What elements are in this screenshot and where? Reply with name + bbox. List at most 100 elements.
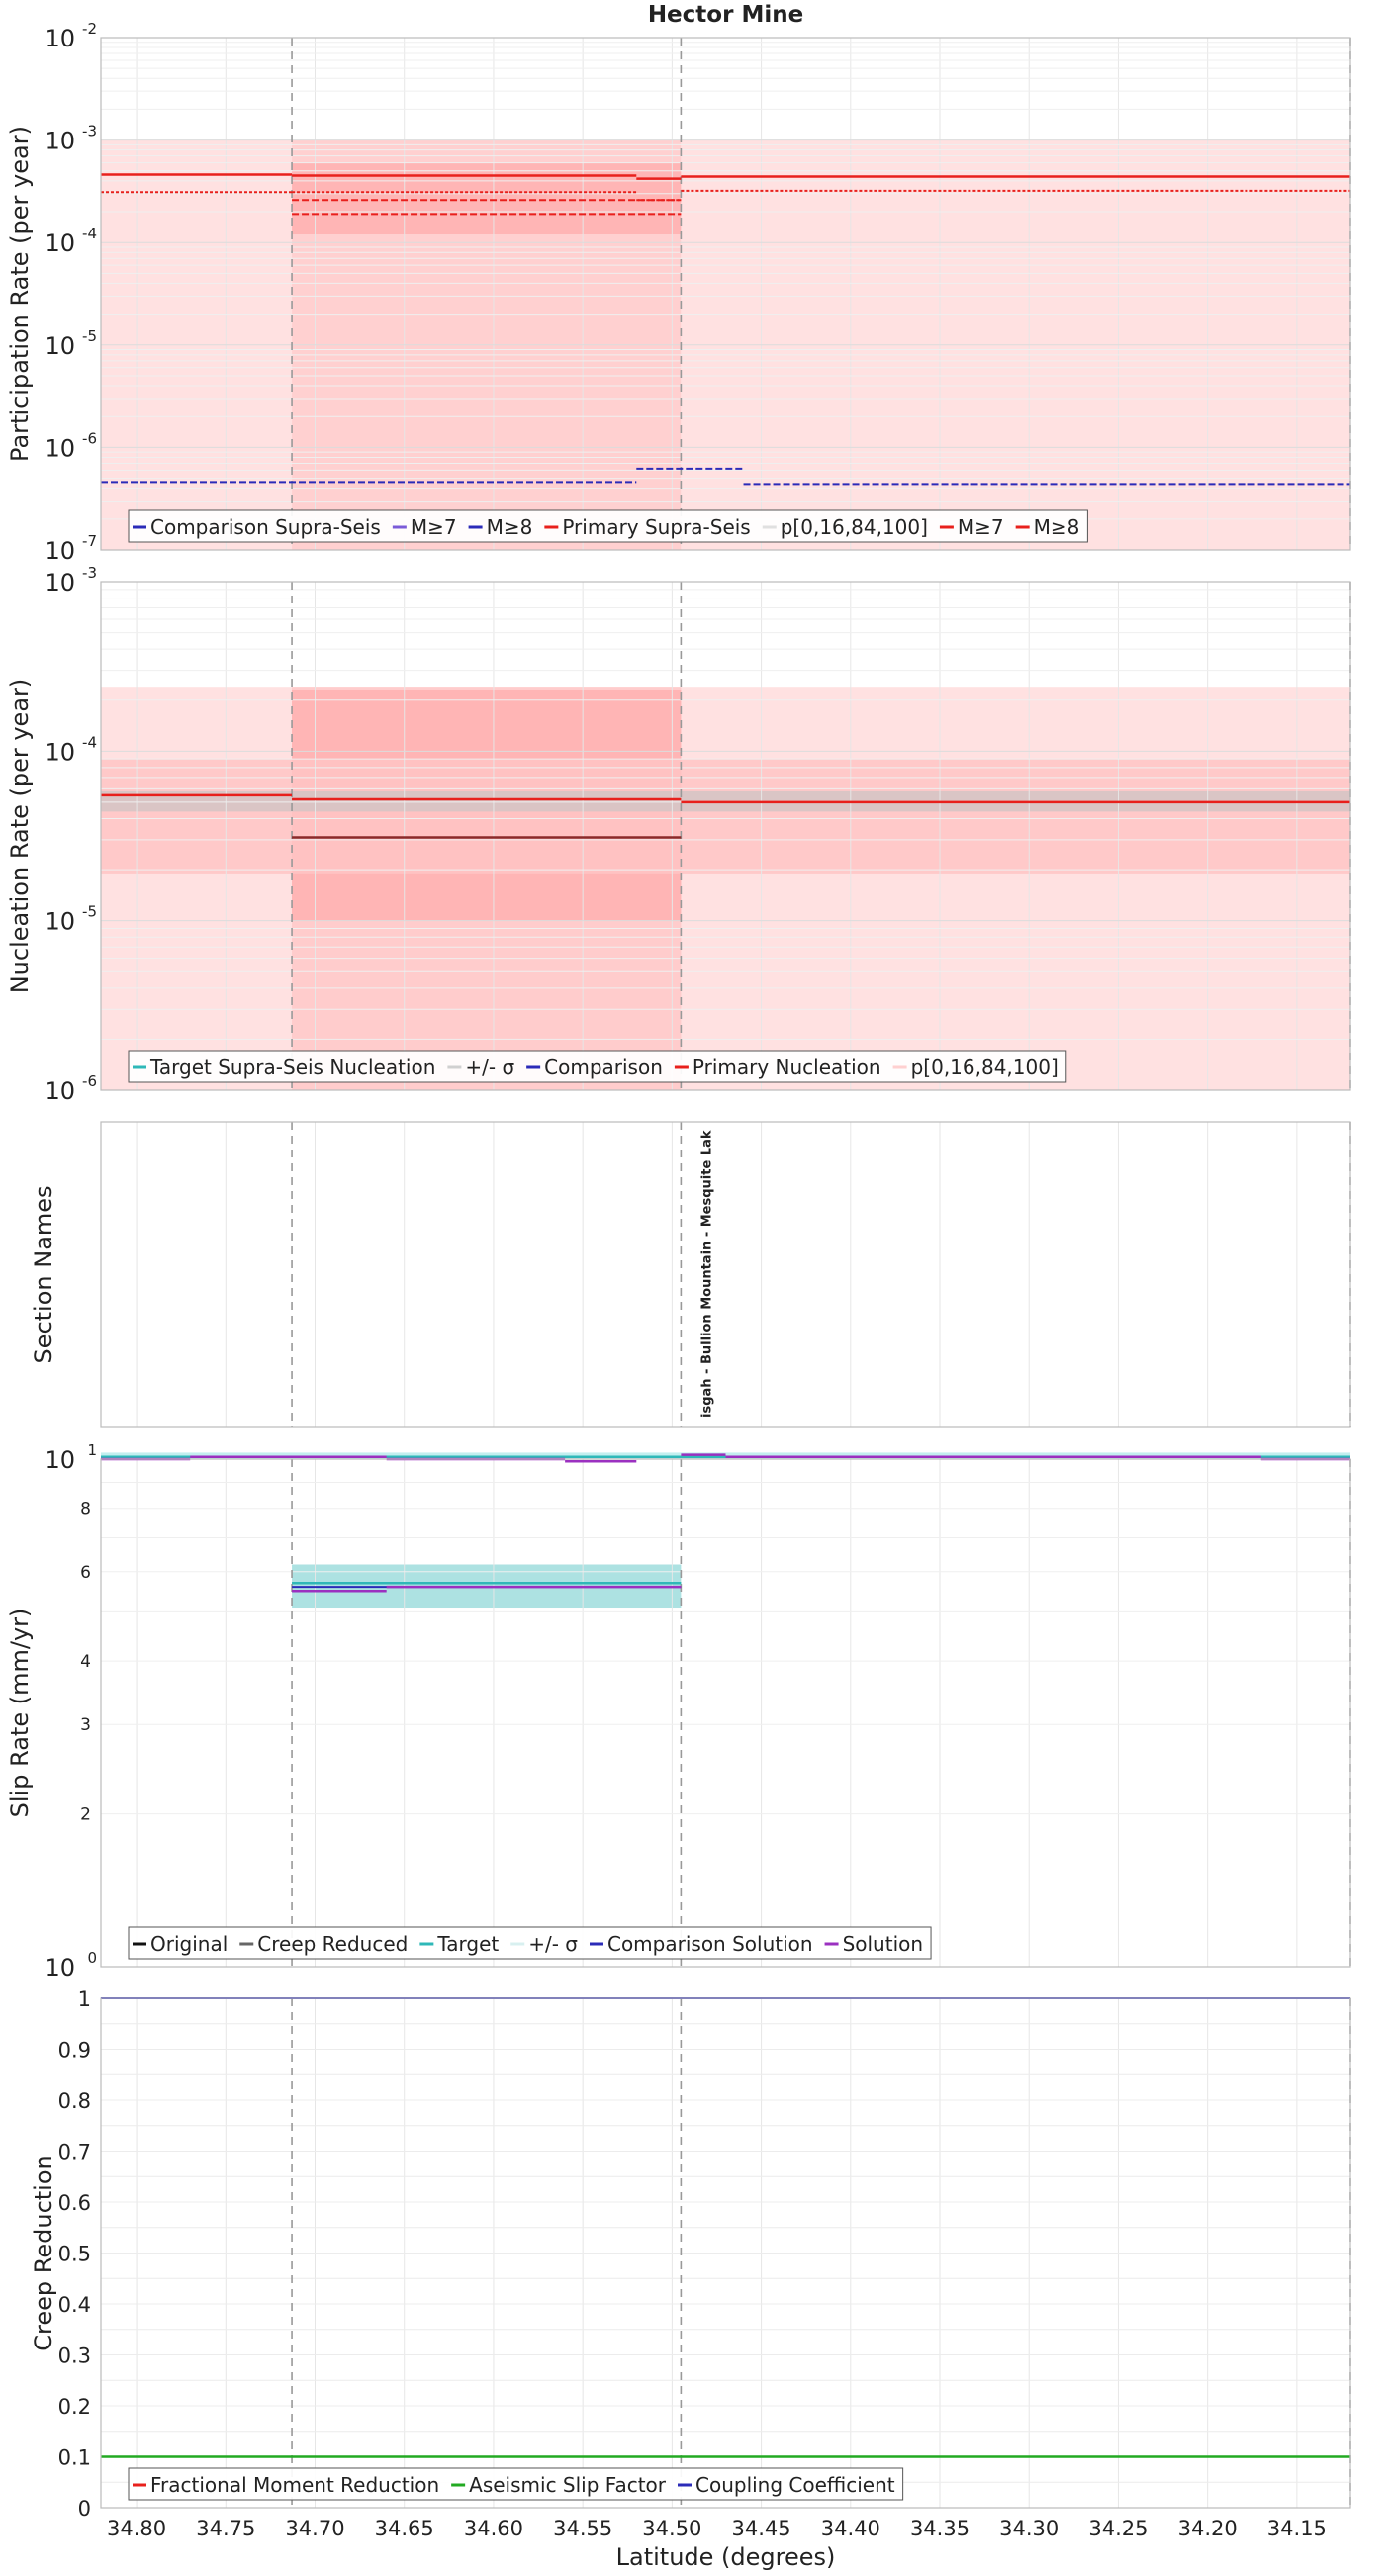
creep-ytick-label: 0.2 — [58, 2395, 91, 2419]
slip-legend-label: +/- σ — [528, 1932, 578, 1956]
participation-band-2 — [292, 162, 682, 234]
section-name-label: isgah - Bullion Mountain - Mesquite Lak — [699, 1130, 714, 1418]
slip-frame — [100, 1458, 1351, 1968]
slip-minor-tick-label: 8 — [80, 1500, 91, 1519]
xtick-label: 34.60 — [464, 2517, 523, 2540]
slip-minor-tick-label: 6 — [80, 1563, 91, 1583]
creep-legend-label: Aseismic Slip Factor — [469, 2473, 667, 2497]
nucleation-legend-label: p[0,16,84,100] — [911, 1056, 1059, 1079]
nucleation-frame — [100, 581, 1351, 1091]
participation-ytick-exponent: -6 — [82, 429, 97, 447]
creep-ytick-label: 0.6 — [58, 2191, 91, 2215]
participation-ytick-exponent: -7 — [82, 532, 97, 550]
nucleation-legend: Target Supra-Seis Nucleation +/- σ Compari… — [128, 1050, 1067, 1083]
participation-legend-label: M≥7 — [958, 515, 1004, 539]
participation-legend: Comparison Supra-Seis M≥7 M≥8 Primary Supra… — [128, 509, 1088, 543]
nucleation-legend-label: +/- σ — [465, 1056, 514, 1079]
participation-ytick-exponent: -2 — [82, 20, 97, 38]
creep-legend-label: Fractional Moment Reduction — [150, 2473, 439, 2497]
participation-legend-label: p[0,16,84,100] — [781, 515, 928, 539]
participation-legend-label: M≥7 — [411, 515, 457, 539]
slip-legend-label: Comparison Solution — [607, 1932, 813, 1956]
nucleation-band-0 — [101, 687, 1350, 1090]
nucleation-ytick-exponent: -6 — [82, 1072, 97, 1090]
xtick-label: 34.15 — [1267, 2517, 1327, 2540]
creep-ytick-label: 0.8 — [58, 2089, 91, 2113]
slip-ytick-label: 10 — [45, 1446, 75, 1474]
participation-ytick-exponent: -5 — [82, 327, 97, 345]
creep-panel: 0 0.1 0.2 0.3 0.4 0.5 0.6 0.7 0.8 0.9 1 Creep Reduc… — [30, 1987, 1351, 2521]
slip-plot-area — [101, 1459, 1350, 1967]
slip-ytick-exponent: 0 — [87, 1949, 97, 1967]
participation-ytick-label: 10 — [45, 434, 75, 462]
creep-ytick-label: 0.7 — [58, 2141, 91, 2164]
nucleation-band-3 — [101, 759, 1350, 874]
creep-legend: Fractional Moment Reduction Aseismic Slip… — [128, 2467, 904, 2501]
participation-ytick-label: 10 — [45, 230, 75, 257]
nucleation-ytick-label: 10 — [45, 1077, 75, 1105]
creep-ytick-label: 1 — [78, 1987, 91, 2011]
participation-legend-label: M≥8 — [1034, 515, 1080, 539]
nucleation-legend-frame — [128, 1050, 1067, 1083]
nucleation-ytick-label: 10 — [45, 738, 75, 766]
nucleation-ytick-exponent: -5 — [82, 903, 97, 921]
xtick-label: 34.80 — [107, 2517, 166, 2540]
xtick-label: 34.70 — [285, 2517, 344, 2540]
slip-ytick-exponent: 1 — [87, 1441, 97, 1459]
xtick-label: 34.35 — [910, 2517, 970, 2540]
nucleation-ytick-label: 10 — [45, 569, 75, 597]
slip-legend-label: Original — [150, 1932, 228, 1956]
participation-panel: 10 -7 10 -6 10 -5 10 -4 10 -3 10 -2 Participation Ra… — [6, 20, 1351, 565]
nucleation-legend-label: Primary Nucleation — [692, 1056, 881, 1079]
creep-ytick-label: 0.3 — [58, 2345, 91, 2368]
chart-title: Hector Mine — [648, 2, 803, 28]
xtick-label: 34.30 — [999, 2517, 1059, 2540]
slip-legend: Original Creep Reduced Target +/- σ Comparis… — [128, 1926, 932, 1960]
creep-legend-label: Coupling Coefficient — [695, 2473, 895, 2497]
participation-ytick-label: 10 — [45, 332, 75, 360]
participation-ylabel: Participation Rate (per year) — [6, 126, 34, 462]
sections-panel: isgah - Bullion Mountain - Mesquite Lak S… — [30, 1121, 1351, 1428]
creep-legend-frame — [128, 2467, 904, 2501]
participation-legend-label: M≥8 — [487, 515, 533, 539]
xtick-label: 34.55 — [553, 2517, 612, 2540]
nucleation-panel: 10 -6 10 -5 10 -4 10 -3 Nucleation Rate (per yea… — [6, 564, 1351, 1105]
slip-minor-tick-label: 4 — [80, 1652, 91, 1672]
slip-minor-tick-label: 2 — [80, 1805, 91, 1825]
xtick-label: 34.20 — [1178, 2517, 1238, 2540]
participation-ytick-label: 10 — [45, 128, 75, 155]
creep-ytick-label: 0.1 — [58, 2446, 91, 2470]
nucleation-ytick-exponent: -4 — [82, 733, 97, 751]
creep-frame — [100, 1997, 1351, 2509]
nucleation-legend-label: Target Supra-Seis Nucleation — [149, 1056, 435, 1079]
nucleation-legend-label: Comparison — [544, 1056, 663, 1079]
sections-ylabel: Section Names — [30, 1185, 57, 1363]
xaxis-label: Latitude (degrees) — [616, 2543, 836, 2571]
participation-ytick-label: 10 — [45, 25, 75, 52]
creep-ytick-label: 0.9 — [58, 2039, 91, 2063]
participation-ytick-label: 10 — [45, 537, 75, 565]
slip-legend-label: Target — [436, 1932, 499, 1956]
slip-legend-label: Solution — [843, 1932, 923, 1956]
sections-plot-area — [101, 1122, 1350, 1427]
participation-frame — [100, 37, 1351, 551]
participation-ytick-exponent: -4 — [82, 225, 97, 242]
xtick-label: 34.50 — [642, 2517, 701, 2540]
creep-ytick-label: 0 — [78, 2497, 91, 2521]
creep-ytick-label: 0.5 — [58, 2243, 91, 2266]
sections-frame — [100, 1121, 1351, 1428]
participation-legend-frame — [128, 509, 1088, 543]
slip-legend-frame — [128, 1926, 932, 1960]
slip-minor-tick-label: 3 — [80, 1715, 91, 1735]
slip-ytick-label: 10 — [45, 1954, 75, 1981]
xtick-label: 34.65 — [375, 2517, 434, 2540]
creep-ylabel: Creep Reduction — [30, 2155, 57, 2350]
xtick-label: 34.45 — [732, 2517, 791, 2540]
participation-ytick-exponent: -3 — [82, 123, 97, 140]
slip-legend-label: Creep Reduced — [257, 1932, 408, 1956]
xtick-label: 34.40 — [821, 2517, 880, 2540]
nucleation-ylabel: Nucleation Rate (per year) — [6, 679, 34, 994]
creep-ytick-label: 0.4 — [58, 2293, 91, 2317]
